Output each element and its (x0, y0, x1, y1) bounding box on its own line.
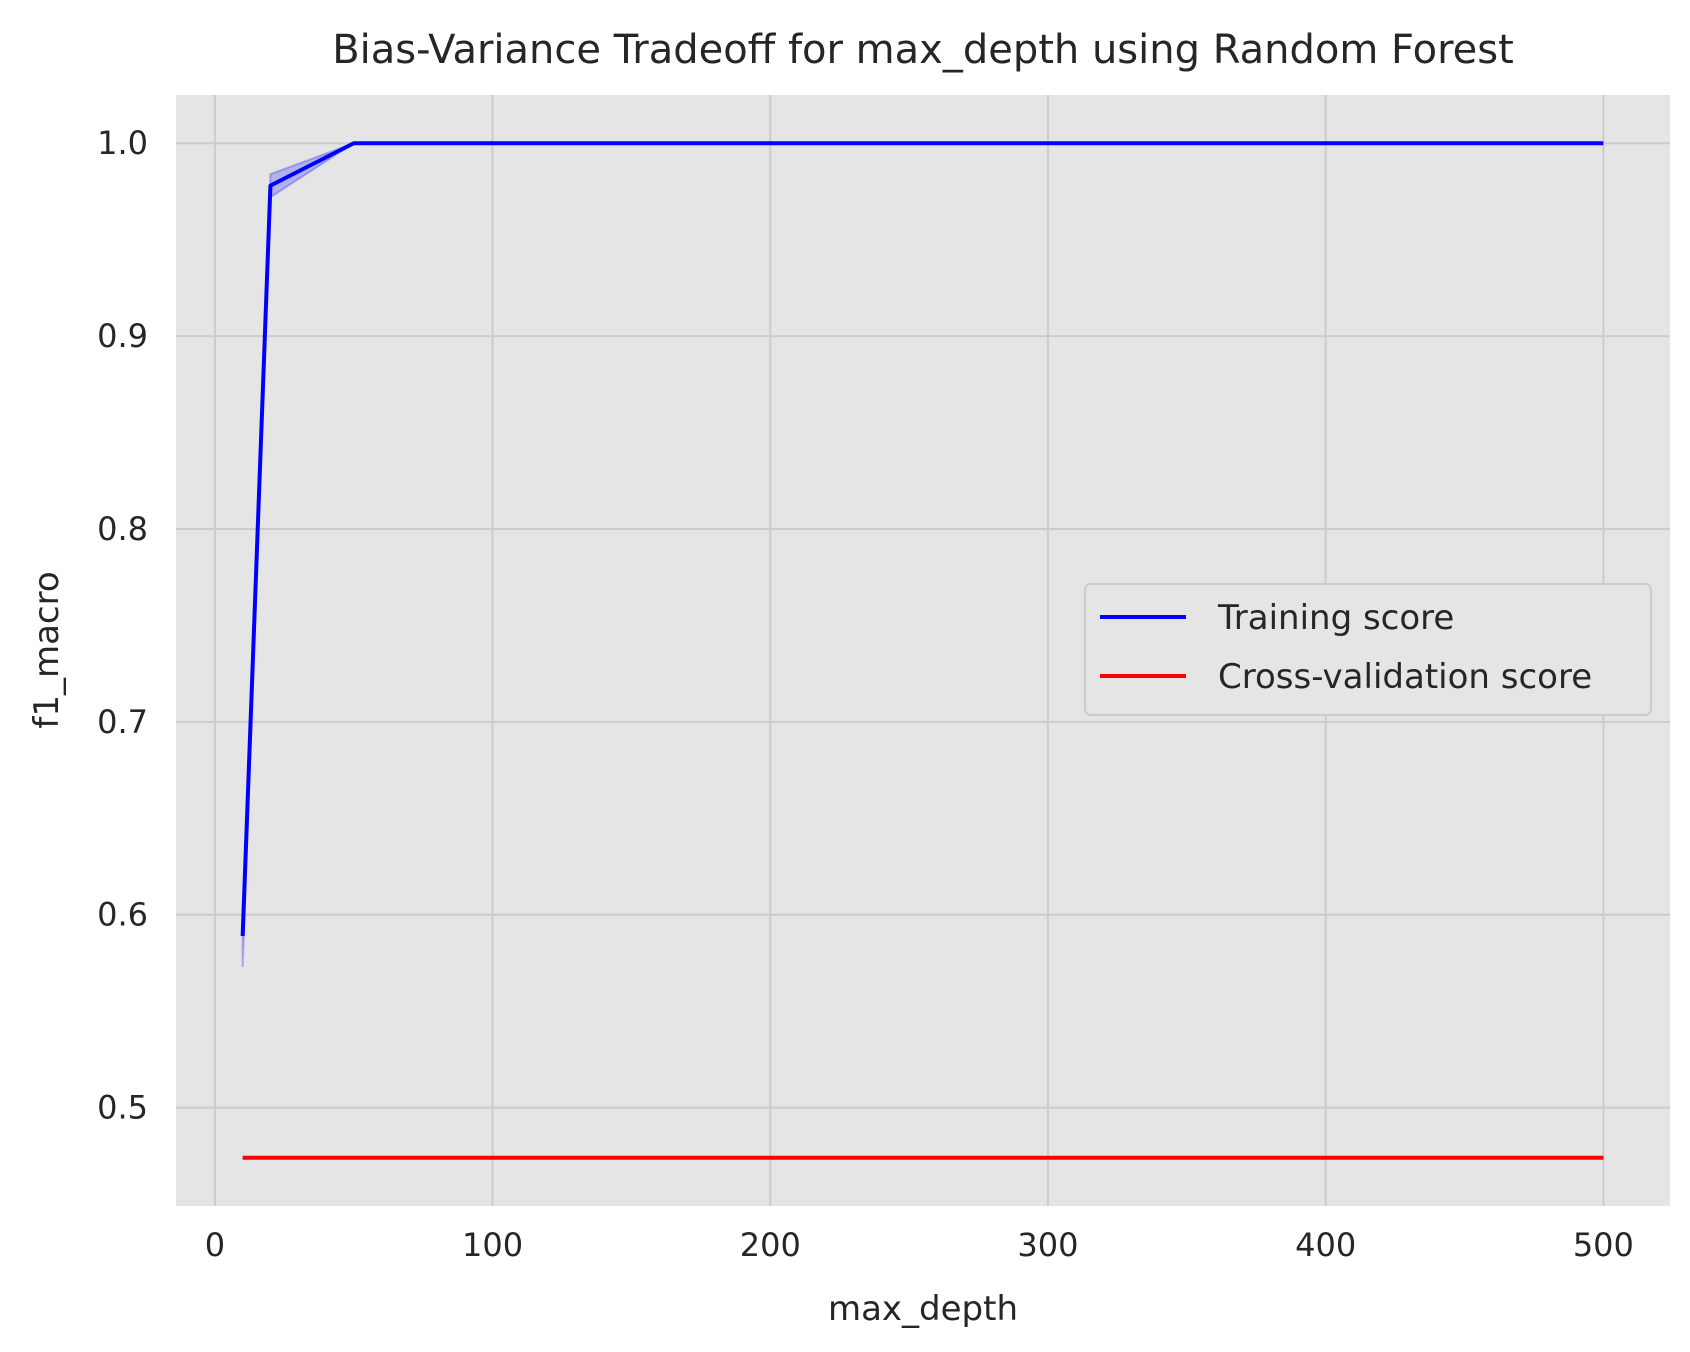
x-tick-label: 300 (1017, 1226, 1078, 1264)
y-tick-label: 0.9 (97, 317, 148, 355)
y-tick-label: 0.8 (97, 510, 148, 548)
x-tick-label: 0 (205, 1226, 225, 1264)
series-line-0 (240, 141, 1604, 937)
legend-box (1084, 583, 1652, 716)
x-axis-label: max_depth (828, 1289, 1018, 1329)
grid (176, 95, 1670, 1206)
x-tick-label: 100 (462, 1226, 523, 1264)
y-tick-label: 0.6 (97, 896, 148, 934)
legend-label-training: Training score (1217, 598, 1454, 638)
series-lines (240, 141, 1604, 1160)
chart-title: Bias-Variance Tradeoff for max_depth usi… (332, 27, 1514, 73)
y-tick-label: 0.5 (97, 1089, 148, 1127)
y-tick-label: 1.0 (97, 124, 148, 162)
x-tick-label: 200 (740, 1226, 801, 1264)
legend-label-cross-validation: Cross-validation score (1218, 657, 1592, 697)
y-tick-labels: 0.5 0.6 0.7 0.8 0.9 1.0 (97, 124, 148, 1126)
x-tick-label: 500 (1573, 1226, 1634, 1264)
x-tick-label: 400 (1295, 1226, 1356, 1264)
y-tick-label: 0.7 (97, 703, 148, 741)
x-tick-labels: 0 100 200 300 400 500 (205, 1226, 1634, 1264)
y-axis-label: f1_macro (27, 571, 67, 728)
legend: Training score Cross-validation score (1084, 583, 1652, 716)
